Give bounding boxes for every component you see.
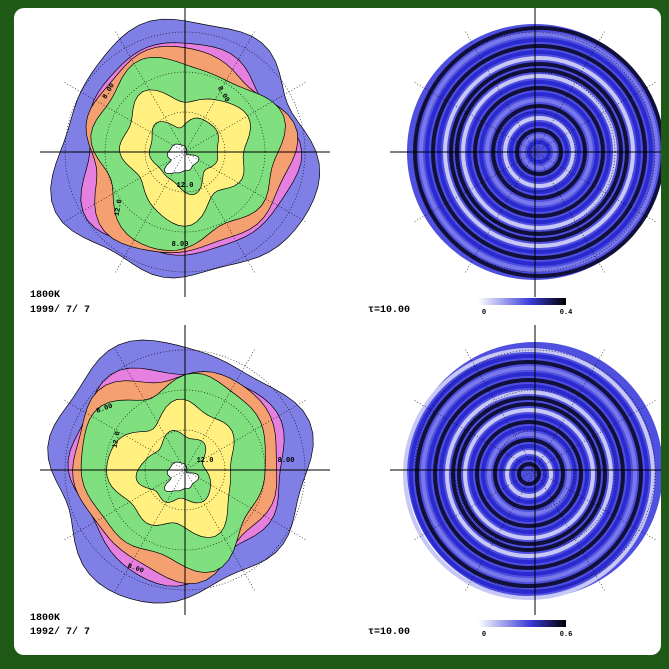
grid-radial xyxy=(184,469,256,592)
map-ring xyxy=(463,408,595,540)
grid-radial xyxy=(534,348,606,471)
contour-label: 8.00 xyxy=(278,457,295,465)
contour-label: 12.0 xyxy=(177,182,194,190)
grid-radial xyxy=(184,81,307,153)
contour-fill xyxy=(164,143,200,174)
grid-radial xyxy=(63,81,186,153)
map-ring xyxy=(487,432,571,516)
map-ring xyxy=(421,366,637,582)
grid-radial xyxy=(63,151,186,223)
grid-radial xyxy=(114,469,186,592)
contour-fill xyxy=(164,461,200,492)
grid-radial xyxy=(114,151,186,274)
grid-radial xyxy=(534,469,657,541)
map-ring xyxy=(409,354,649,594)
map-ring xyxy=(403,348,655,600)
contour-label: 12.0 xyxy=(114,199,125,217)
contour-label: 12.0 xyxy=(112,431,123,449)
grid-radial xyxy=(534,30,606,153)
map-ring xyxy=(511,456,547,492)
map-ring xyxy=(445,390,613,558)
colorbar-label: 0.6 xyxy=(560,631,573,639)
grid-radial xyxy=(464,348,536,471)
colorbar-label: 0 xyxy=(482,309,486,317)
grid-radial xyxy=(464,469,536,592)
map-ring xyxy=(481,426,577,522)
grid-radial xyxy=(464,30,536,153)
tau-label: τ=10.00 xyxy=(368,627,410,638)
map-ring xyxy=(451,396,607,552)
map-ring xyxy=(439,384,619,564)
map-ring xyxy=(427,372,631,576)
contour-label: 12.0 xyxy=(197,457,214,465)
grid-radial xyxy=(534,81,657,153)
grid-radial xyxy=(114,348,186,471)
grid-radial xyxy=(63,399,186,471)
grid-radial xyxy=(413,469,536,541)
level-label: 1800K xyxy=(30,290,60,301)
grid-radial xyxy=(184,151,256,274)
map-ring xyxy=(493,438,565,510)
map-ring xyxy=(433,378,625,570)
grid-radial xyxy=(114,30,186,153)
contour-label: 8.00 xyxy=(172,241,189,249)
map-ring xyxy=(457,402,601,546)
tau-label: τ=10.00 xyxy=(368,305,410,316)
date-label: 1999/ 7/ 7 xyxy=(30,304,90,316)
colorbar-label: 0.4 xyxy=(560,309,573,317)
grid-radial xyxy=(413,81,536,153)
grid-radial xyxy=(534,399,657,471)
grid-radial xyxy=(184,348,256,471)
grid-radial xyxy=(413,151,536,223)
grid-radial xyxy=(534,469,606,592)
map-ring xyxy=(469,414,589,534)
colorbar xyxy=(478,298,566,305)
grid-radial xyxy=(63,469,186,541)
grid-radial xyxy=(184,469,307,541)
grid-radial xyxy=(534,151,606,274)
map-ring xyxy=(505,450,553,498)
colorbar-label: 0 xyxy=(482,631,486,639)
grid-radial xyxy=(413,399,536,471)
grid-radial xyxy=(184,399,307,471)
map-ring xyxy=(517,462,541,486)
map-ring xyxy=(415,360,643,588)
grid-radial xyxy=(464,151,536,274)
grid-radial xyxy=(184,151,307,223)
map-ring xyxy=(499,444,559,504)
colorbar xyxy=(478,620,566,627)
grid-radial xyxy=(184,30,256,153)
map-ring xyxy=(475,420,583,528)
grid-radial xyxy=(534,151,657,223)
date-label: 1992/ 7/ 7 xyxy=(30,626,90,638)
level-label: 1800K xyxy=(30,613,60,624)
